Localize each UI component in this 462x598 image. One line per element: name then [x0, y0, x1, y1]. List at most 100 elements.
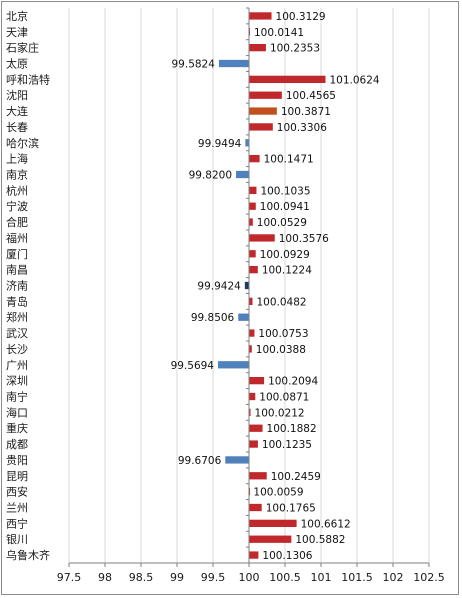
bar [249, 408, 251, 417]
category-label: 贵阳 [6, 454, 28, 467]
category-label: 厦门 [6, 247, 28, 261]
data-label: 100.1882 [267, 423, 317, 435]
bar [249, 154, 260, 163]
category-label: 西宁 [6, 516, 28, 530]
category-label: 青岛 [6, 294, 28, 308]
category-label: 上海 [6, 152, 28, 166]
data-label: 100.0753 [258, 328, 308, 340]
data-label: 99.5694 [171, 360, 215, 372]
category-label: 呼和浩特 [6, 72, 50, 86]
bar [249, 297, 253, 306]
category-label: 银川 [6, 532, 28, 546]
data-label: 100.1471 [264, 154, 314, 166]
data-label: 100.0212 [255, 407, 305, 419]
category-label: 南京 [6, 168, 28, 182]
x-tick-label: 100 [239, 571, 260, 584]
data-label: 100.5882 [295, 534, 345, 546]
x-tick-label: 99.5 [201, 571, 226, 584]
data-label: 100.0388 [256, 344, 306, 356]
data-labels: 100.3129 100.0141 100.2353 99.5824 101.0624 1… [171, 11, 380, 562]
data-label: 99.6706 [178, 455, 222, 467]
x-tick-label: 97.5 [57, 571, 82, 584]
category-label: 郑州 [6, 310, 28, 324]
data-label: 100.0482 [256, 296, 306, 308]
x-tick-label: 102.5 [413, 571, 445, 584]
bar [249, 440, 258, 448]
bar [249, 123, 273, 131]
x-tick-label: 101 [311, 571, 332, 584]
bar [249, 28, 251, 36]
bar [249, 424, 263, 432]
category-label: 西安 [6, 485, 28, 499]
category-label: 北京 [6, 9, 28, 23]
bar [249, 234, 275, 242]
data-label: 99.8506 [191, 312, 235, 324]
bar [249, 519, 297, 528]
bar [245, 139, 249, 147]
bar [249, 535, 292, 543]
category-label: 长春 [6, 121, 28, 134]
category-label: 广州 [6, 359, 28, 372]
category-label: 深圳 [6, 375, 28, 388]
category-label: 南昌 [6, 264, 28, 277]
bar [249, 107, 277, 115]
bar [249, 75, 326, 84]
bar [249, 472, 267, 480]
data-label: 100.0529 [257, 217, 307, 229]
data-label: 100.1035 [260, 185, 310, 197]
category-label: 重庆 [6, 421, 28, 435]
bar [249, 250, 256, 258]
category-label: 太原 [6, 58, 28, 71]
data-label: 100.0059 [253, 487, 303, 499]
bar [249, 12, 272, 20]
data-label: 100.6612 [301, 518, 351, 530]
bar [236, 170, 249, 179]
category-label: 兰州 [6, 502, 28, 515]
bar [249, 551, 259, 559]
bar [249, 329, 255, 337]
data-label: 101.0624 [329, 74, 379, 86]
data-label: 100.3306 [277, 122, 327, 134]
data-label: 99.9424 [197, 281, 241, 293]
bar [249, 376, 265, 385]
data-label: 99.9494 [198, 138, 242, 150]
category-label: 合肥 [6, 215, 28, 229]
data-label: 99.5824 [172, 59, 216, 71]
x-tick-label: 98 [98, 571, 112, 584]
category-label: 武汉 [6, 327, 28, 340]
category-label: 长沙 [6, 343, 28, 356]
data-label: 100.1235 [262, 439, 312, 451]
data-label: 100.2353 [270, 43, 320, 55]
x-tick-label: 100.5 [269, 571, 301, 584]
bar [249, 43, 266, 52]
data-label: 100.0941 [260, 201, 310, 213]
data-label: 100.2094 [268, 376, 318, 388]
category-label: 宁波 [6, 199, 28, 213]
category-label: 大连 [6, 104, 28, 118]
data-label: 100.3871 [281, 106, 331, 118]
axes [68, 7, 430, 567]
bar [249, 202, 256, 210]
data-label: 100.1765 [266, 503, 316, 515]
category-labels: 北京天津石家庄太原呼和浩特沈阳大连长春哈尔滨上海南京杭州宁波合肥福州厦门南昌济南… [6, 9, 50, 562]
bar-chart: 100.3129 100.0141 100.2353 99.5824 101.0624 1… [6, 7, 445, 584]
data-label: 99.8200 [189, 170, 232, 182]
x-tick-label: 101.5 [341, 571, 373, 584]
data-label: 100.2459 [271, 471, 321, 483]
bar [249, 91, 282, 99]
x-tick-label: 99 [170, 571, 184, 584]
bar [249, 218, 253, 226]
bar [249, 265, 258, 274]
category-label: 成都 [6, 438, 28, 451]
x-tick-label: 102 [383, 571, 404, 584]
category-label: 石家庄 [6, 41, 39, 55]
category-label: 杭州 [6, 183, 28, 197]
bar [244, 281, 249, 290]
bar [238, 313, 249, 321]
category-label: 海口 [6, 405, 28, 419]
category-label: 济南 [6, 279, 28, 293]
data-label: 100.0141 [254, 27, 304, 39]
bar [217, 361, 249, 369]
category-label: 福州 [6, 231, 28, 245]
